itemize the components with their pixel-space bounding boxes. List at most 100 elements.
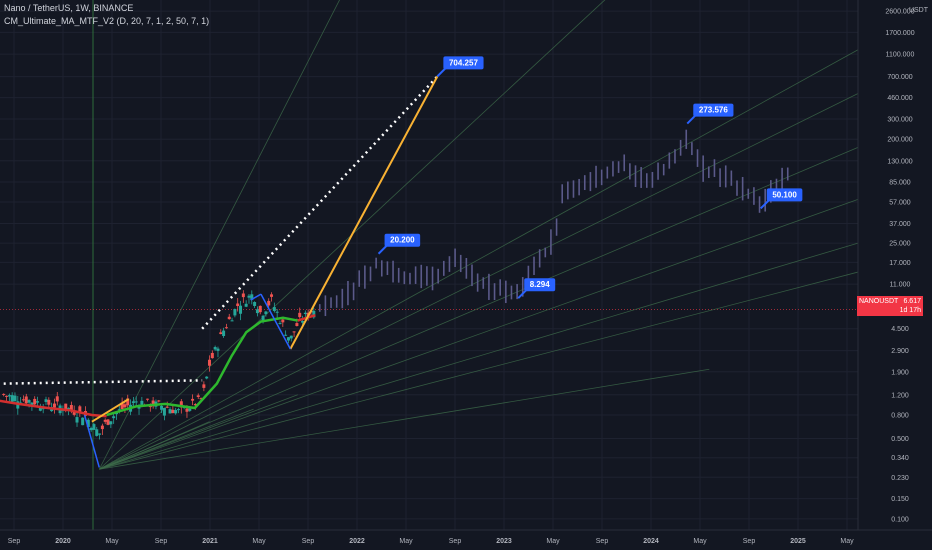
- candle-body: [78, 406, 82, 412]
- annotation-label: 704.257: [449, 58, 478, 67]
- candle-body: [239, 305, 243, 314]
- price-tick-label: 1.200: [891, 392, 909, 399]
- fan-line: [99, 271, 859, 470]
- candle-body: [157, 400, 161, 402]
- candle-body: [47, 399, 51, 405]
- fan-line: [99, 93, 859, 470]
- fan-line: [99, 368, 710, 470]
- candle-body: [224, 327, 228, 329]
- candle-body: [208, 359, 212, 366]
- candle-body: [258, 305, 262, 313]
- candle-body: [193, 404, 197, 406]
- candle-body: [270, 294, 274, 297]
- price-tick-label: 200.000: [887, 137, 912, 144]
- orange-trend-line: [289, 75, 439, 350]
- orange-small-line: [91, 398, 130, 423]
- candle-body: [250, 294, 254, 300]
- candle-body: [75, 417, 79, 423]
- price-tick-label: 460.000: [887, 95, 912, 102]
- candle-body: [219, 332, 223, 335]
- annotation-box: [693, 103, 734, 117]
- time-tick-label: 2024: [643, 538, 659, 545]
- blue-small-line: [250, 293, 262, 301]
- candle-body: [227, 316, 231, 320]
- candle-body: [171, 409, 175, 414]
- candle-body: [126, 398, 130, 406]
- candle-body: [52, 403, 56, 408]
- fan-line: [99, 242, 859, 470]
- candle-body: [281, 319, 285, 323]
- time-tick-label: May: [252, 538, 266, 545]
- candle-body: [24, 396, 28, 404]
- fan-line: [99, 394, 298, 470]
- annotation-box: [443, 56, 484, 70]
- price-tick-label: 37.000: [889, 221, 911, 228]
- candle-body: [233, 309, 237, 316]
- candle-body: [298, 312, 302, 318]
- fan-line: [99, 421, 210, 470]
- candle-body: [120, 402, 124, 410]
- candle-body: [253, 302, 257, 306]
- candle-body: [98, 433, 102, 435]
- dotted-line-rise: [201, 75, 439, 330]
- price-tick-label: 17.000: [889, 260, 911, 267]
- candle-body: [134, 401, 138, 403]
- price-tag-value: 6.617: [903, 298, 921, 305]
- symbol-legend[interactable]: Nano / TetherUS, 1W, BINANCE: [4, 3, 134, 13]
- price-tag-countdown: 1d 17h: [899, 307, 921, 314]
- annotation-label: 8.294: [530, 280, 551, 289]
- fan-line: [99, 408, 254, 470]
- annotation-label: 273.576: [699, 106, 728, 115]
- candle-body: [278, 323, 282, 325]
- annotation-label: 50.100: [772, 190, 797, 199]
- candle-body: [216, 348, 220, 351]
- candle-body: [2, 393, 6, 395]
- candle-body: [210, 352, 214, 359]
- fan-line: [99, 198, 859, 470]
- candle-body: [7, 395, 11, 397]
- ma-red-line: [0, 399, 107, 418]
- candle-body: [264, 311, 268, 315]
- price-tick-label: 57.000: [889, 199, 911, 206]
- price-tick-label: 700.000: [887, 74, 912, 81]
- candle-body: [21, 399, 25, 401]
- candle-body: [174, 409, 178, 414]
- candle-body: [165, 406, 169, 408]
- time-tick-label: Sep: [155, 538, 168, 545]
- time-axis: Sep 2020 May Sep 2021 May Sep 2022 May Sep 2023 May…: [0, 529, 932, 545]
- candle-body: [10, 395, 14, 402]
- fan-line: [99, 49, 859, 470]
- candle-body: [67, 407, 71, 409]
- time-tick-label: Sep: [302, 538, 315, 545]
- fan-lines: [98, 0, 859, 470]
- time-tick-label: May: [693, 538, 707, 545]
- time-tick-label: May: [105, 538, 119, 545]
- annotation-box: [384, 233, 421, 247]
- candle-body: [36, 401, 40, 403]
- candle-body: [303, 312, 307, 315]
- candle-body: [236, 303, 240, 307]
- indicator-legend[interactable]: CM_Ultimate_MA_MTF_V2 (D, 20, 7, 1, 2, 5…: [4, 16, 210, 26]
- candle-body: [199, 398, 203, 400]
- candle-body: [64, 403, 68, 411]
- time-tick-label: 2025: [790, 538, 806, 545]
- price-axis: 2600.000 1700.000 1100.000 700.000 460.000 30…: [857, 0, 915, 530]
- fan-line: [98, 0, 606, 470]
- candle-body: [112, 416, 116, 419]
- price-tick-label: 0.340: [891, 455, 909, 462]
- fan-line: [99, 146, 859, 470]
- price-annotations: 704.257 20.200 8.294 273.576 50.100: [377, 56, 803, 299]
- time-tick-label: 2020: [55, 538, 71, 545]
- candle-body: [145, 398, 149, 400]
- fan-line: [98, 0, 340, 470]
- candle-body: [92, 424, 96, 430]
- price-tick-label: 0.230: [891, 475, 909, 482]
- price-tick-label: 0.100: [891, 516, 909, 523]
- candle-body: [140, 400, 144, 407]
- candle-body: [117, 409, 121, 411]
- candle-body: [202, 384, 206, 388]
- candle-body: [286, 337, 290, 341]
- ma-green-line: [106, 316, 298, 417]
- price-tick-label: 0.500: [891, 436, 909, 443]
